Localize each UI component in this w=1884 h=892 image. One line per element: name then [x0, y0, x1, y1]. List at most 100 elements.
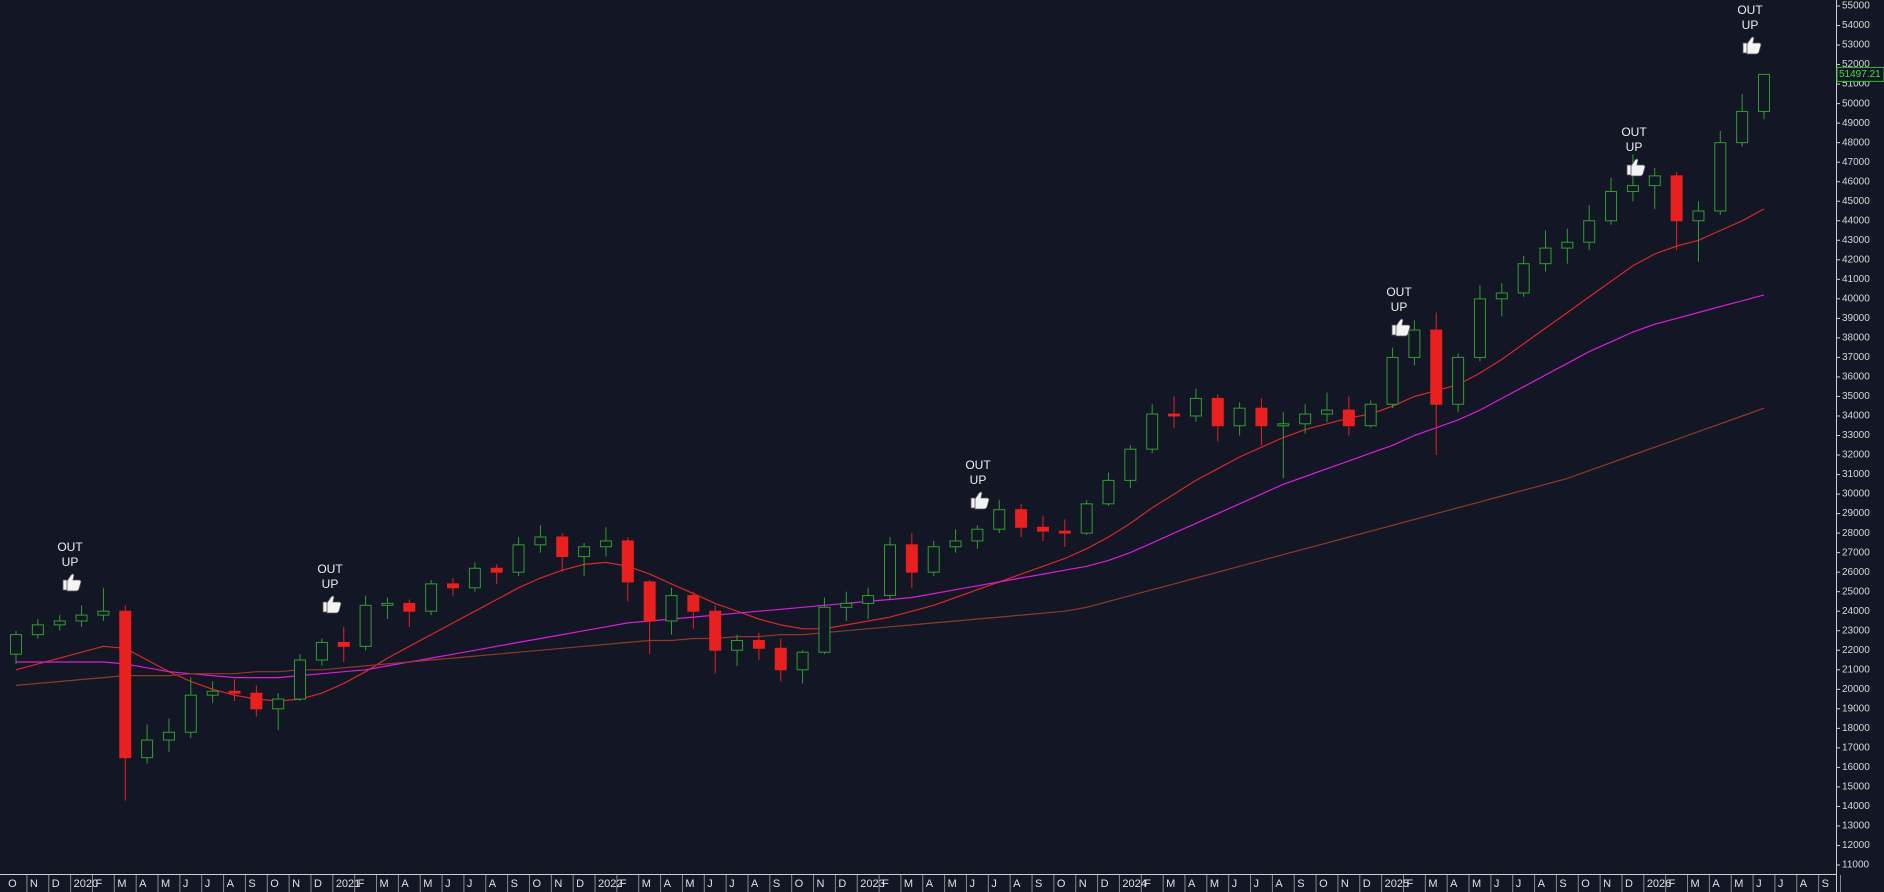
x-tick-label: F	[358, 878, 365, 890]
candle-body	[53, 620, 66, 626]
x-tick-label: M	[904, 878, 913, 890]
candle-body	[1364, 403, 1377, 427]
thumbs-up-icon	[1742, 36, 1762, 55]
candle-body	[512, 544, 525, 573]
candle-body	[1299, 413, 1312, 425]
x-tick-label: M	[1166, 878, 1175, 890]
y-tick-label: 48000	[1842, 137, 1870, 148]
candle-body	[381, 602, 394, 606]
thumbs-up-shape	[1391, 318, 1411, 337]
last-price-box	[1836, 66, 1884, 82]
candle-body	[949, 540, 962, 548]
x-tick-label: O	[270, 878, 279, 890]
x-tick-label: D	[52, 878, 60, 890]
candle-body	[1015, 509, 1028, 528]
candle-body	[1539, 247, 1552, 265]
x-tick-label: N	[1079, 878, 1087, 890]
candle-body	[578, 546, 591, 558]
candle-body	[1386, 356, 1399, 405]
x-tick-label: J	[183, 878, 189, 890]
x-tick-label: F	[1406, 878, 1413, 890]
x-tick-label: J	[729, 878, 735, 890]
x-tick-label: M	[948, 878, 957, 890]
x-tick-label: M	[380, 878, 389, 890]
thumbs-up-icon	[1626, 158, 1646, 177]
candle-body	[927, 546, 940, 573]
annotation-text: UP	[970, 473, 987, 487]
x-tick-label: 2024	[1122, 878, 1146, 890]
x-tick-label: J	[205, 878, 211, 890]
thumbs-up-shape	[62, 573, 82, 592]
x-tick-label: J	[1494, 878, 1500, 890]
y-tick-label: 22000	[1842, 645, 1870, 656]
x-tick-label: D	[1363, 878, 1371, 890]
candle-body	[1736, 110, 1749, 144]
x-tick-label: J	[445, 878, 451, 890]
annotation-text: UP	[1626, 140, 1643, 154]
x-tick-label: M	[117, 878, 126, 890]
candle-body	[1561, 241, 1574, 249]
x-tick-label: A	[401, 878, 409, 890]
candle-body	[731, 639, 744, 651]
candle-body	[228, 690, 241, 694]
candle-body	[556, 536, 569, 558]
candle-body	[1124, 448, 1137, 481]
y-tick-label: 11000	[1842, 860, 1870, 871]
y-tick-label: 27000	[1842, 547, 1870, 558]
y-tick-label: 45000	[1842, 196, 1870, 207]
x-tick-label: 2026	[1647, 878, 1671, 890]
x-tick-label: D	[576, 878, 584, 890]
annotation-text: OUT	[1737, 3, 1763, 17]
x-tick-label: S	[511, 878, 518, 890]
x-tick-label: O	[532, 878, 541, 890]
annotation-text: UP	[322, 577, 339, 591]
candle-body	[468, 567, 481, 589]
x-tick-label: D	[1101, 878, 1109, 890]
candle-body	[337, 641, 350, 647]
candle-body	[1189, 397, 1202, 417]
x-tick-label: M	[1691, 878, 1700, 890]
y-tick-label: 28000	[1842, 528, 1870, 539]
x-tick-label: J	[1254, 878, 1260, 890]
x-tick-label: J	[467, 878, 473, 890]
x-tick-label: A	[1712, 878, 1720, 890]
candle-body	[818, 606, 831, 653]
moving-average-line	[16, 294, 1765, 679]
x-tick-label: 2025	[1385, 878, 1409, 890]
thumbs-up-shape	[322, 595, 342, 614]
candle-body	[184, 694, 197, 733]
y-tick-label: 30000	[1842, 489, 1870, 500]
x-tick-label: M	[161, 878, 170, 890]
candle-body	[206, 690, 219, 696]
candle-body	[905, 544, 918, 573]
y-tick-label: 18000	[1842, 723, 1870, 734]
x-tick-label: J	[1778, 878, 1784, 890]
candle-body	[1473, 298, 1486, 358]
annotation-text: OUT	[317, 562, 343, 576]
y-tick-label: 14000	[1842, 801, 1870, 812]
thumbs-up-icon	[62, 573, 82, 592]
y-tick-label: 53000	[1842, 40, 1870, 51]
y-tick-label: 41000	[1842, 274, 1870, 285]
candle-body	[490, 567, 503, 573]
candle-body	[1626, 185, 1639, 192]
x-tick-label: J	[1516, 878, 1522, 890]
candle-body	[250, 692, 263, 710]
candle-body	[1036, 526, 1049, 532]
candle-body	[862, 595, 875, 604]
thumbs-up-shape	[970, 491, 990, 510]
x-tick-label: D	[1625, 878, 1633, 890]
y-tick-label: 51000	[1842, 79, 1870, 90]
annotation-text: OUT	[57, 540, 83, 554]
x-tick-label: N	[554, 878, 562, 890]
annotation-text: OUT	[965, 458, 991, 472]
thumbs-up-shape	[1626, 158, 1646, 177]
annotation-text: UP	[1742, 18, 1759, 32]
candle-body	[1211, 397, 1224, 427]
x-tick-label: O	[1319, 878, 1328, 890]
x-tick-label: A	[1538, 878, 1546, 890]
x-tick-label: 2020	[74, 878, 98, 890]
x-tick-label: F	[882, 878, 889, 890]
y-tick-label: 13000	[1842, 821, 1870, 832]
